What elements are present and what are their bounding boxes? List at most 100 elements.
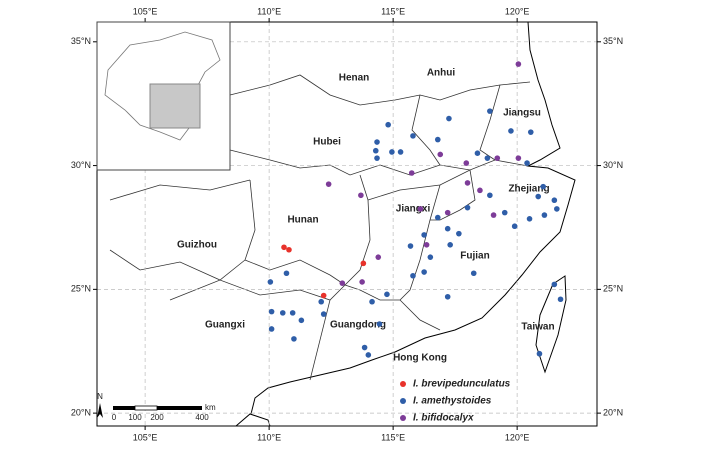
occurrence-point	[490, 212, 497, 218]
occurrence-point	[318, 298, 325, 305]
scale-unit: km	[205, 403, 216, 412]
y-tick-label: 25°N	[71, 284, 91, 294]
scale-label: 200	[150, 413, 164, 422]
occurrence-point	[444, 225, 451, 232]
map-frame	[96, 21, 598, 427]
y-tick-label: 30°N	[603, 160, 623, 170]
occurrence-point	[444, 293, 451, 300]
region-label: Hong Kong	[393, 353, 447, 364]
occurrence-point	[320, 311, 327, 317]
region-label: Jiangsu	[503, 108, 541, 119]
occurrence-point	[360, 260, 367, 267]
legend-marker	[400, 398, 406, 404]
occurrence-point	[470, 270, 477, 277]
occurrence-point	[361, 344, 368, 351]
occurrence-point	[397, 149, 404, 155]
legend-marker	[400, 415, 406, 421]
occurrence-point	[325, 181, 332, 187]
occurrence-point	[551, 281, 558, 288]
north-arrow: N	[97, 392, 103, 418]
occurrence-point	[423, 241, 430, 248]
scale-label: 0	[112, 413, 117, 422]
occurrence-point	[515, 155, 522, 161]
occurrence-point	[359, 279, 365, 285]
y-tick-label: 20°N	[603, 408, 623, 418]
occurrence-point	[474, 150, 481, 157]
occurrence-point	[557, 296, 564, 303]
region-label: Zhejiang	[508, 184, 549, 195]
occurrence-point	[421, 232, 427, 238]
occurrence-point	[283, 270, 290, 277]
region-label: Guizhou	[177, 240, 217, 251]
scale-label: 100	[128, 413, 142, 422]
occurrence-point	[389, 149, 395, 155]
occurrence-point	[541, 212, 548, 218]
y-tick-label: 30°N	[71, 160, 91, 170]
occurrence-point	[427, 254, 434, 260]
occurrence-point	[408, 170, 415, 176]
occurrence-point	[526, 216, 533, 222]
occurrence-point	[267, 279, 274, 285]
occurrence-point	[407, 243, 414, 249]
occurrence-point	[410, 133, 416, 139]
occurrence-point	[286, 246, 292, 253]
region-label: Taiwan	[521, 322, 554, 333]
occurrence-point	[484, 155, 491, 161]
occurrence-point	[268, 308, 275, 315]
occurrence-point	[535, 193, 542, 200]
occurrence-point	[358, 192, 364, 199]
occurrence-point	[289, 310, 296, 316]
region-label: Hunan	[287, 215, 318, 226]
occurrence-point	[464, 180, 471, 186]
occurrence-point	[279, 310, 286, 316]
occurrence-point	[376, 321, 383, 327]
occurrence-point	[369, 298, 375, 305]
x-tick-label: 115°E	[381, 6, 405, 16]
hainan	[235, 413, 271, 426]
y-tick-label: 35°N	[71, 36, 91, 46]
points	[267, 61, 564, 358]
region-label: Hubei	[313, 137, 341, 148]
region-label: Henan	[339, 73, 370, 84]
occurrence-point	[339, 280, 346, 286]
y-tick-label: 35°N	[603, 36, 623, 46]
occurrence-point	[511, 223, 518, 230]
occurrence-point	[374, 139, 380, 145]
region-label: Guangxi	[205, 320, 245, 331]
legend: I. brevipedunculatus I. amethystoides I. b…	[400, 379, 511, 424]
occurrence-point	[477, 187, 483, 194]
x-tick-label: 105°E	[133, 6, 158, 16]
occurrence-point	[540, 183, 546, 190]
occurrence-point	[384, 291, 390, 298]
occurrence-point	[508, 128, 514, 134]
occurrence-point	[372, 147, 379, 154]
legend-marker	[400, 381, 406, 387]
scale-label: 400	[195, 413, 209, 422]
occurrence-point	[536, 350, 543, 357]
occurrence-point	[434, 214, 441, 221]
legend-label: I. amethystoides	[413, 396, 492, 407]
region-label: Guangdong	[330, 320, 386, 331]
north-arrow-shape	[97, 403, 103, 418]
occurrence-point	[554, 206, 560, 212]
occurrence-point	[417, 206, 424, 212]
scale-segment	[134, 405, 158, 411]
x-tick-label: 120°E	[505, 432, 530, 442]
occurrence-point	[446, 115, 452, 122]
x-tick-label: 115°E	[381, 432, 405, 442]
occurrence-point	[447, 241, 453, 248]
occurrence-point	[434, 136, 441, 143]
x-tick-label: 110°E	[257, 6, 281, 16]
scale-bar: 0 100 200 400 km	[112, 403, 216, 422]
north-label: N	[97, 392, 103, 401]
inset-highlight	[149, 83, 201, 129]
legend-label: I. bifidocalyx	[413, 413, 474, 424]
occurrence-point	[374, 155, 380, 161]
occurrence-point	[281, 244, 287, 251]
y-tick-label: 25°N	[603, 284, 623, 294]
occurrence-point	[527, 129, 534, 135]
occurrence-point	[375, 254, 382, 260]
occurrence-point	[385, 121, 391, 128]
borders	[109, 74, 531, 381]
